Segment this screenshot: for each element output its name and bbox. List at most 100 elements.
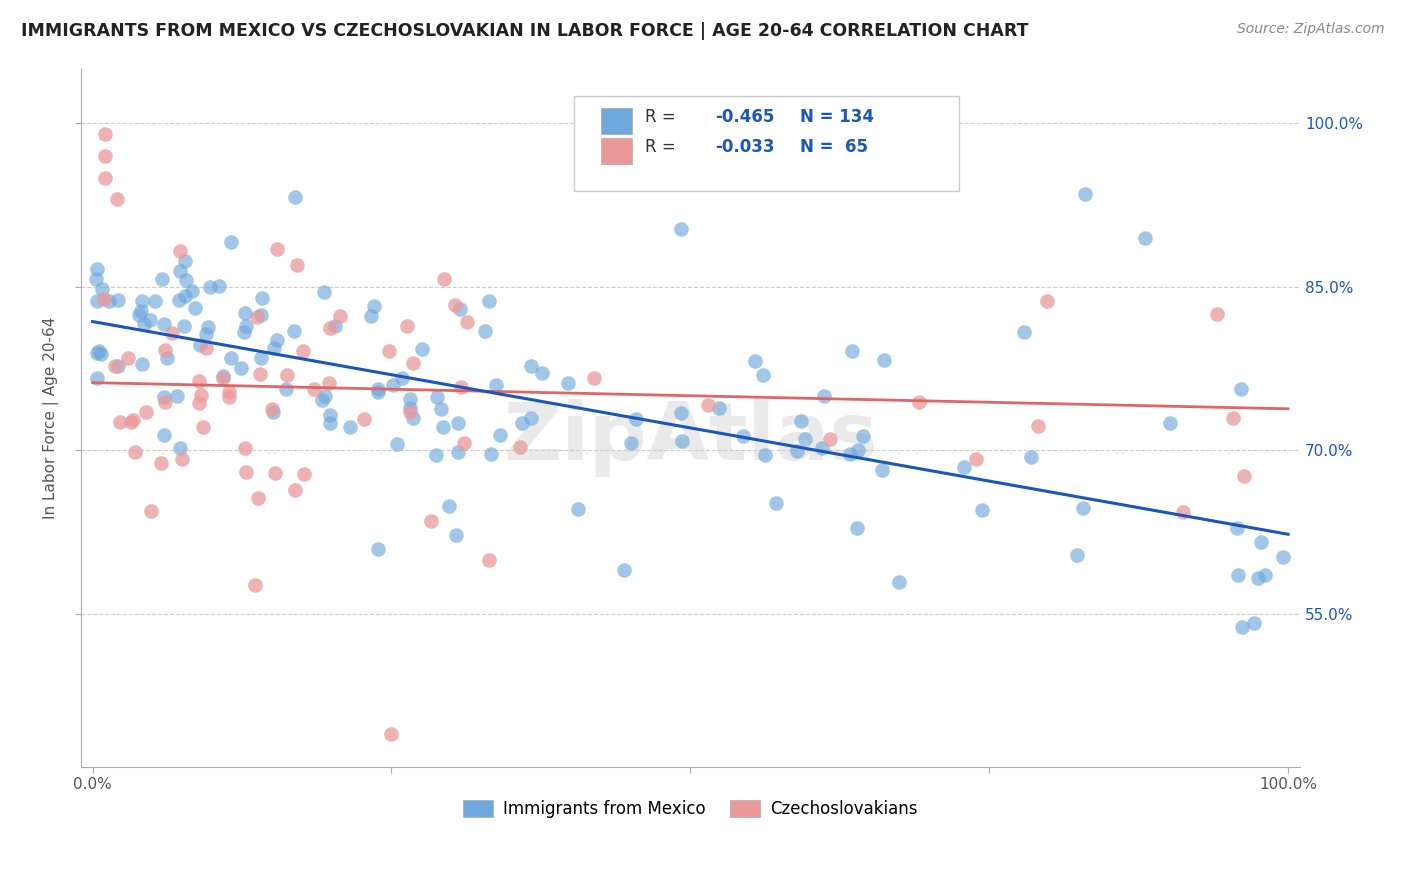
Point bbox=[98, 294, 121, 309]
Point bbox=[818, 432, 841, 446]
Point bbox=[363, 299, 385, 313]
Point bbox=[153, 343, 176, 357]
Point bbox=[86, 262, 108, 277]
Point bbox=[478, 294, 501, 309]
Point bbox=[583, 370, 606, 384]
Point bbox=[135, 405, 157, 419]
Point bbox=[124, 445, 146, 459]
Point bbox=[218, 385, 240, 400]
Point bbox=[139, 504, 162, 518]
Point bbox=[1074, 186, 1097, 201]
Point bbox=[131, 294, 153, 309]
Point bbox=[117, 351, 139, 365]
Point bbox=[509, 440, 531, 454]
Point bbox=[264, 466, 287, 480]
Point bbox=[669, 222, 692, 236]
Point bbox=[378, 344, 401, 359]
Point bbox=[263, 341, 285, 355]
Point bbox=[266, 333, 288, 347]
Point bbox=[1133, 230, 1156, 244]
Point bbox=[1066, 548, 1088, 562]
Text: -0.033: -0.033 bbox=[714, 138, 775, 156]
Point bbox=[380, 727, 402, 741]
Point bbox=[1226, 521, 1249, 535]
Point bbox=[889, 575, 911, 590]
Point bbox=[474, 324, 496, 338]
Point bbox=[219, 235, 242, 249]
Point bbox=[953, 460, 976, 475]
Point bbox=[367, 542, 389, 557]
Point bbox=[385, 437, 408, 451]
Point bbox=[319, 320, 342, 334]
Point bbox=[399, 401, 422, 416]
Point bbox=[311, 392, 333, 407]
Point bbox=[166, 389, 188, 403]
Point bbox=[139, 313, 162, 327]
Point bbox=[221, 351, 243, 365]
Point bbox=[250, 308, 273, 322]
Point bbox=[1253, 568, 1275, 582]
Point bbox=[150, 272, 173, 286]
Point bbox=[249, 367, 271, 381]
Point bbox=[852, 429, 875, 443]
Point bbox=[252, 291, 274, 305]
Text: ZipAtlas: ZipAtlas bbox=[503, 400, 877, 477]
Point bbox=[319, 416, 342, 430]
Point bbox=[813, 389, 835, 403]
Point bbox=[419, 515, 441, 529]
Point bbox=[184, 301, 207, 316]
Point bbox=[399, 405, 422, 419]
Point bbox=[381, 378, 404, 392]
Point bbox=[329, 309, 352, 323]
Point bbox=[620, 436, 643, 450]
Point bbox=[314, 285, 336, 299]
Point bbox=[120, 415, 142, 429]
Point bbox=[284, 190, 307, 204]
Point bbox=[235, 465, 257, 479]
Point bbox=[353, 412, 375, 426]
Point bbox=[93, 170, 115, 185]
Point bbox=[153, 317, 176, 331]
Point bbox=[156, 351, 179, 365]
Point bbox=[122, 413, 145, 427]
Point bbox=[1230, 382, 1253, 396]
Legend: Immigrants from Mexico, Czechoslovakians: Immigrants from Mexico, Czechoslovakians bbox=[456, 793, 925, 824]
Point bbox=[276, 368, 298, 382]
Text: IMMIGRANTS FROM MEXICO VS CZECHOSLOVAKIAN IN LABOR FORCE | AGE 20-64 CORRELATION: IMMIGRANTS FROM MEXICO VS CZECHOSLOVAKIA… bbox=[21, 22, 1029, 40]
Point bbox=[401, 411, 423, 425]
Point bbox=[965, 452, 987, 467]
Point bbox=[1272, 550, 1295, 565]
Point bbox=[284, 483, 307, 497]
Point bbox=[198, 280, 221, 294]
Point bbox=[907, 395, 929, 409]
Point bbox=[411, 342, 433, 356]
FancyBboxPatch shape bbox=[602, 108, 631, 134]
Point bbox=[93, 292, 115, 306]
Point bbox=[170, 451, 193, 466]
Point bbox=[970, 503, 993, 517]
Point bbox=[188, 395, 211, 409]
Point bbox=[86, 293, 108, 308]
Point bbox=[789, 414, 811, 428]
Point bbox=[160, 326, 183, 340]
Point bbox=[402, 356, 425, 370]
Point bbox=[246, 491, 269, 506]
Point bbox=[367, 382, 389, 396]
Point bbox=[194, 341, 217, 355]
Point bbox=[1233, 469, 1256, 483]
Point bbox=[129, 303, 152, 318]
Point bbox=[285, 258, 308, 272]
Point bbox=[391, 371, 413, 385]
Point bbox=[262, 404, 284, 418]
Point bbox=[143, 294, 166, 309]
Point bbox=[152, 428, 174, 442]
Point bbox=[1247, 571, 1270, 585]
Point bbox=[485, 377, 508, 392]
Y-axis label: In Labor Force | Age 20-64: In Labor Force | Age 20-64 bbox=[44, 317, 59, 519]
Point bbox=[174, 289, 197, 303]
Point bbox=[671, 434, 693, 448]
Point bbox=[1071, 501, 1094, 516]
Point bbox=[1205, 307, 1227, 321]
Point bbox=[229, 360, 252, 375]
Point bbox=[446, 527, 468, 541]
